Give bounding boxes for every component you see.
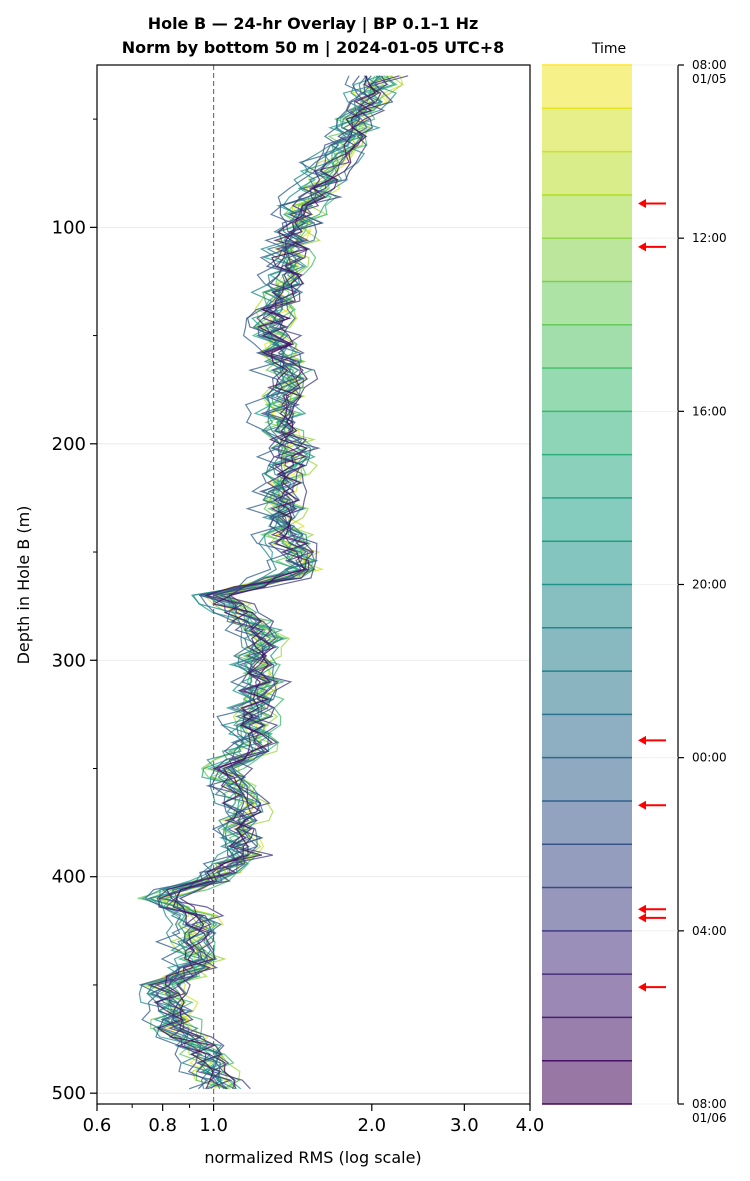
colorbar-band <box>542 800 632 845</box>
x-tick-label: 1.0 <box>199 1115 228 1136</box>
highlight-arrow <box>638 735 666 745</box>
colorbar-band <box>542 368 632 412</box>
y-tick-label: 300 <box>52 650 86 671</box>
colorbar: 08:0001/0512:0016:0020:0000:0004:0008:00… <box>542 41 727 1125</box>
colorbar-band <box>542 497 632 542</box>
x-tick-label: 3.0 <box>450 1115 479 1136</box>
highlight-arrow <box>638 800 666 810</box>
time-tick-sublabel: 01/05 <box>692 72 727 86</box>
colorbar-band <box>542 454 632 498</box>
colorbar-title: Time <box>591 41 626 57</box>
y-axis-label: Depth in Hole B (m) <box>14 506 33 665</box>
colorbar-band <box>542 151 632 195</box>
highlight-arrow <box>638 199 666 209</box>
x-tick-label: 4.0 <box>516 1115 545 1136</box>
colorbar-band <box>542 671 632 715</box>
colorbar-band <box>542 627 632 672</box>
colorbar-band <box>542 65 632 109</box>
x-tick-label: 0.8 <box>148 1115 177 1136</box>
y-tick-label: 400 <box>52 867 86 888</box>
colorbar-band <box>542 238 632 282</box>
highlight-arrow <box>638 982 666 992</box>
grid-lines <box>97 226 530 1094</box>
series-line <box>138 75 365 1090</box>
x-axis-ticks: 0.6 0.8 1.0 2.0 3.0 4.0 <box>83 1104 545 1136</box>
colorbar-band <box>542 714 632 758</box>
chart-subtitle: Norm by bottom 50 m | 2024-01-05 UTC+8 <box>122 38 505 58</box>
colorbar-band <box>542 930 632 975</box>
colorbar-band <box>542 844 632 888</box>
series-line <box>153 75 382 1089</box>
colorbar-band <box>542 411 632 455</box>
colorbar-band <box>542 974 632 1018</box>
colorbar-band <box>542 1060 632 1104</box>
x-tick-label: 0.6 <box>83 1115 112 1136</box>
y-axis-ticks: 100 200 300 400 500 <box>52 118 97 1104</box>
highlight-arrows <box>638 199 666 992</box>
time-tick-label: 12:00 <box>692 231 727 245</box>
time-tick-label: 20:00 <box>692 578 727 592</box>
colorbar-band <box>542 281 632 325</box>
plot-frame <box>96 64 531 1105</box>
x-axis-label: normalized RMS (log scale) <box>204 1148 421 1167</box>
x-tick-label: 2.0 <box>357 1115 386 1136</box>
highlight-arrow <box>638 242 666 252</box>
plot-area: 0.6 0.8 1.0 2.0 3.0 4.0 100 200 300 400 500 <box>52 64 545 1136</box>
colorbar-band <box>542 108 632 152</box>
time-tick-label: 16:00 <box>692 404 727 418</box>
time-tick-label: 00:00 <box>692 751 727 765</box>
colorbar-band <box>542 887 632 931</box>
time-tick-label: 04:00 <box>692 924 727 938</box>
series-line <box>138 75 379 1089</box>
colorbar-bands <box>542 64 632 1105</box>
colorbar-band <box>542 194 632 239</box>
time-axis-ticks: 08:0001/0512:0016:0020:0000:0004:0008:00… <box>632 58 727 1125</box>
highlight-arrow <box>638 904 666 914</box>
y-tick-label: 200 <box>52 434 86 455</box>
time-tick-label: 08:00 <box>692 1097 727 1111</box>
colorbar-band <box>542 584 632 628</box>
y-tick-label: 500 <box>52 1083 86 1104</box>
highlight-arrow <box>638 913 666 923</box>
series-layer <box>137 75 409 1090</box>
colorbar-band <box>542 1017 632 1061</box>
colorbar-band <box>542 757 632 801</box>
y-tick-label: 100 <box>52 217 86 238</box>
colorbar-band <box>542 541 632 585</box>
chart-title: Hole B — 24-hr Overlay | BP 0.1–1 Hz <box>148 14 479 34</box>
time-tick-sublabel: 01/06 <box>692 1111 727 1125</box>
time-tick-label: 08:00 <box>692 58 727 72</box>
series-line <box>156 75 377 1090</box>
colorbar-band <box>542 324 632 369</box>
